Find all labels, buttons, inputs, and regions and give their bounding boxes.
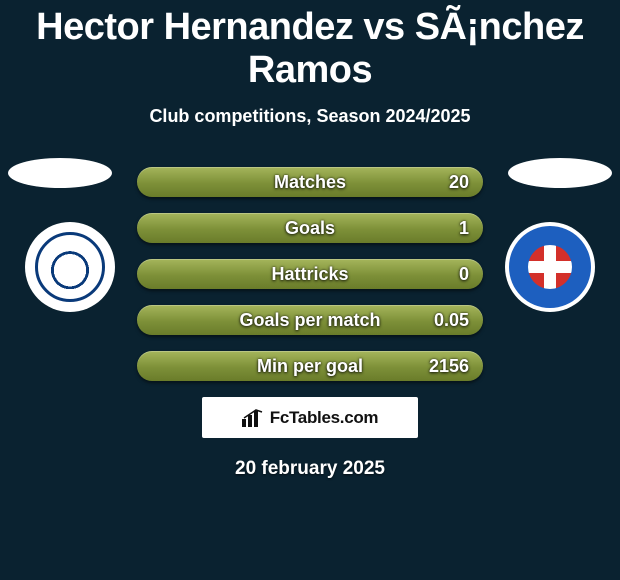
stat-right-value: 2156 (429, 351, 469, 381)
stat-row: Goals 1 (137, 213, 483, 243)
subtitle: Club competitions, Season 2024/2025 (0, 106, 620, 127)
club-crest-left (25, 222, 115, 312)
date-text: 20 february 2025 (0, 458, 620, 480)
stat-label: Goals (285, 213, 335, 243)
brand-badge: FcTables.com (202, 397, 418, 438)
stat-row: Min per goal 2156 (137, 351, 483, 381)
stat-row: Hattricks 0 (137, 259, 483, 289)
stat-row: Matches 20 (137, 167, 483, 197)
stat-label: Goals per match (239, 305, 380, 335)
stat-label: Hattricks (271, 259, 348, 289)
stat-row: Goals per match 0.05 (137, 305, 483, 335)
bars-icon (242, 409, 264, 427)
brand-text: FcTables.com (270, 408, 379, 428)
player-right-oval (508, 158, 612, 188)
stat-label: Matches (274, 167, 346, 197)
stat-right-value: 1 (459, 213, 469, 243)
stat-right-value: 20 (449, 167, 469, 197)
player-left-oval (8, 158, 112, 188)
stats-bars: Matches 20 Goals 1 Hattricks 0 Goals per… (137, 167, 483, 381)
stat-right-value: 0.05 (434, 305, 469, 335)
stat-right-value: 0 (459, 259, 469, 289)
stats-area: Matches 20 Goals 1 Hattricks 0 Goals per… (0, 167, 620, 480)
page-title: Hector Hernandez vs SÃ¡nchez Ramos (0, 6, 620, 92)
stat-label: Min per goal (257, 351, 363, 381)
club-crest-right (505, 222, 595, 312)
